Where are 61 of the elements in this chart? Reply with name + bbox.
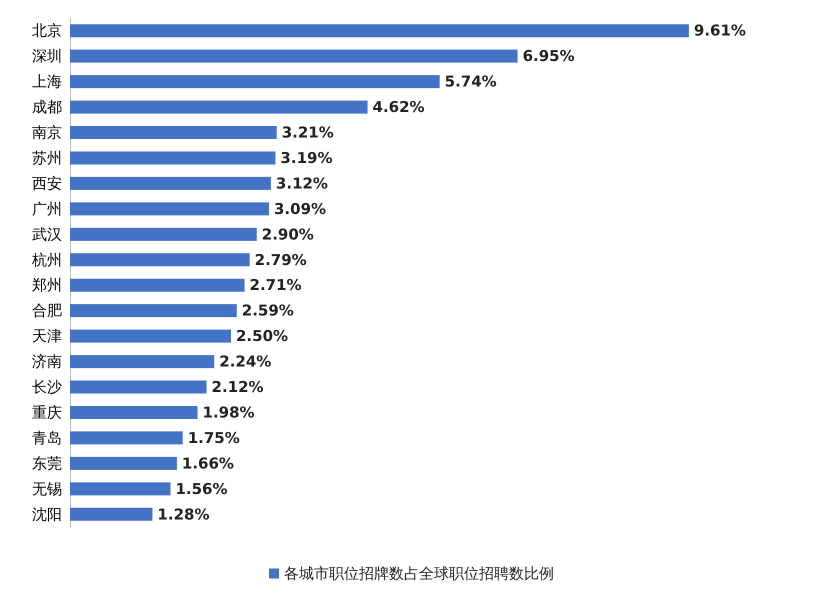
data-label: 2.59% bbox=[242, 302, 294, 320]
y-tick-label: 北京 bbox=[32, 22, 62, 40]
bar bbox=[70, 380, 207, 394]
y-tick-label: 西安 bbox=[32, 174, 62, 192]
bar bbox=[70, 431, 183, 444]
data-label: 9.61% bbox=[694, 22, 746, 40]
y-tick-label: 天津 bbox=[32, 327, 62, 346]
data-label: 1.75% bbox=[188, 428, 240, 447]
y-tick-label: 合肥 bbox=[32, 302, 62, 320]
y-tick-label: 成都 bbox=[32, 98, 62, 116]
data-label: 1.66% bbox=[182, 454, 234, 472]
data-label: 2.12% bbox=[212, 378, 264, 396]
bar bbox=[70, 202, 269, 216]
data-label: 1.56% bbox=[175, 480, 228, 498]
y-tick-label: 武汉 bbox=[32, 225, 62, 244]
y-tick-label: 广州 bbox=[32, 200, 62, 218]
y-tick-label: 重庆 bbox=[32, 403, 62, 422]
data-label: 2.79% bbox=[254, 250, 307, 269]
bar bbox=[70, 100, 368, 114]
bar bbox=[70, 126, 277, 140]
bar bbox=[70, 508, 152, 521]
bar bbox=[70, 228, 257, 241]
data-label: 3.19% bbox=[280, 148, 332, 167]
y-tick-label: 苏州 bbox=[32, 148, 62, 167]
y-tick-label: 深圳 bbox=[32, 47, 62, 66]
y-tick-label: 长沙 bbox=[32, 378, 62, 396]
data-label: 3.21% bbox=[282, 124, 334, 142]
bar bbox=[70, 75, 440, 88]
data-label: 2.90% bbox=[262, 225, 314, 244]
bar bbox=[70, 24, 689, 38]
data-label: 3.12% bbox=[276, 174, 328, 192]
bar bbox=[70, 355, 214, 368]
bar bbox=[70, 456, 177, 470]
data-label: 2.50% bbox=[236, 327, 288, 346]
bar bbox=[70, 330, 231, 343]
legend-label: 各城市职位招牌数占全球职位招聘数比例 bbox=[284, 564, 554, 582]
y-tick-label: 杭州 bbox=[31, 250, 62, 269]
bar bbox=[70, 278, 245, 292]
bar bbox=[70, 176, 271, 190]
bar bbox=[70, 253, 250, 266]
data-label: 3.09% bbox=[274, 200, 326, 218]
y-tick-label: 沈阳 bbox=[32, 505, 62, 524]
y-tick-label: 青岛 bbox=[32, 428, 62, 447]
bar bbox=[70, 482, 170, 496]
data-label: 6.95% bbox=[522, 47, 575, 66]
bar bbox=[70, 50, 518, 63]
bar bbox=[70, 304, 237, 318]
y-tick-label: 无锡 bbox=[32, 480, 62, 498]
bar bbox=[70, 406, 198, 419]
y-tick-label: 东莞 bbox=[32, 454, 62, 472]
data-label: 4.62% bbox=[372, 98, 425, 116]
y-tick-label: 南京 bbox=[32, 124, 62, 142]
y-tick-label: 郑州 bbox=[32, 276, 62, 294]
data-label: 2.24% bbox=[219, 352, 272, 371]
bar bbox=[70, 151, 276, 164]
data-label: 1.98% bbox=[202, 403, 255, 422]
data-label: 5.74% bbox=[444, 72, 497, 91]
y-tick-label: 上海 bbox=[32, 72, 62, 91]
data-label: 2.71% bbox=[250, 276, 302, 294]
y-tick-label: 济南 bbox=[32, 352, 62, 371]
data-label: 1.28% bbox=[157, 505, 210, 524]
